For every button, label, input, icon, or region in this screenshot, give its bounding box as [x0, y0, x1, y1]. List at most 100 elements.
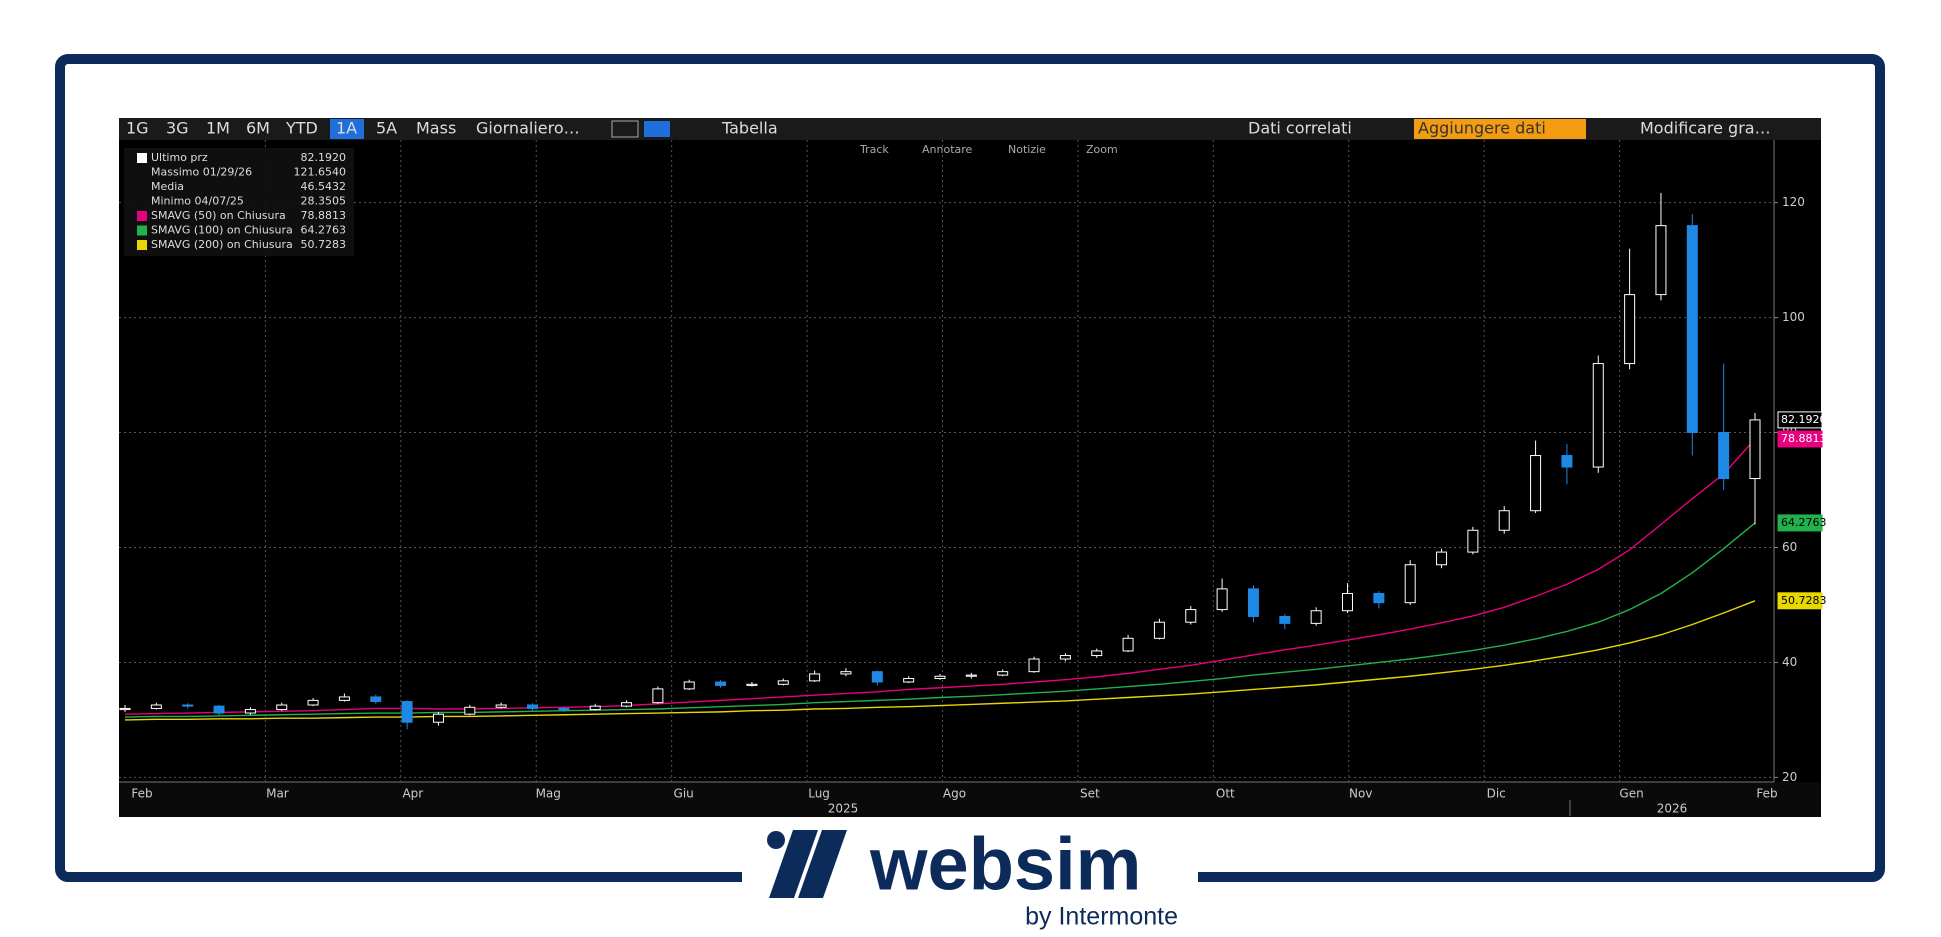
toolbar-button[interactable]: 3G [166, 119, 189, 138]
candle-body [1624, 294, 1636, 365]
legend-swatch [137, 153, 147, 163]
x-tick-label: Giu [674, 787, 694, 801]
year-label: 2026 [1657, 802, 1688, 816]
candle-body [1686, 225, 1698, 434]
toolbar-button[interactable]: Modificare gra… [1640, 119, 1771, 138]
legend-value: 78.8813 [301, 209, 347, 222]
toolbar-button[interactable]: Aggiungere dati [1418, 119, 1546, 138]
y-tick-label: 100 [1782, 310, 1805, 324]
candle-body [1342, 592, 1353, 612]
legend-bg [124, 148, 354, 256]
price-badge-label: 50.7283 [1781, 594, 1827, 607]
legend-value: 50.7283 [301, 238, 347, 251]
legend-label: SMAVG (100) on Chiusura [151, 224, 293, 237]
price-badge [1777, 411, 1823, 429]
toolbar-button[interactable]: 1A [336, 119, 357, 138]
x-tick-label: Gen [1619, 787, 1643, 801]
x-tick-label: Ago [943, 787, 966, 801]
candle-body [307, 699, 319, 706]
legend-swatch [137, 240, 147, 250]
logo-brand: websim [869, 823, 1141, 906]
candle-body [1530, 455, 1542, 512]
logo-stroke [769, 830, 818, 898]
candle-body [244, 709, 256, 714]
tool-button[interactable]: Track [859, 143, 889, 156]
candle-body [370, 696, 382, 703]
candle-body [715, 681, 727, 686]
candle-body [997, 671, 1009, 676]
chart-type-icon-active[interactable] [644, 121, 670, 137]
y-tick-label: 40 [1782, 655, 1797, 669]
candle-body [401, 701, 413, 723]
candle-body [1498, 510, 1510, 531]
tool-button[interactable]: Annotare [922, 143, 973, 156]
legend-label: Minimo 04/07/25 [151, 195, 244, 208]
candle-body [934, 675, 946, 680]
candle-body [777, 680, 789, 685]
candle-body [621, 702, 633, 707]
candle-body [1436, 551, 1448, 566]
legend-value: 46.5432 [301, 180, 347, 193]
candle-body [1247, 588, 1259, 617]
candle-body [652, 688, 664, 704]
tool-button[interactable]: Notizie [1008, 143, 1046, 156]
legend-value: 121.6540 [294, 166, 347, 179]
legend-label: SMAVG (200) on Chiusura [151, 238, 293, 251]
legend-label: Massimo 01/29/26 [151, 166, 252, 179]
legend-swatch [137, 211, 147, 221]
toolbar-button[interactable]: 5A [376, 119, 397, 138]
legend-value: 64.2763 [301, 224, 347, 237]
candle-body [1592, 363, 1604, 468]
candle-body [119, 707, 131, 711]
legend-label: Ultimo prz [151, 151, 208, 164]
y-tick-label: 20 [1782, 770, 1797, 784]
tool-button[interactable]: Zoom [1086, 143, 1118, 156]
candle-body [276, 704, 288, 711]
toolbar-button[interactable]: Giornaliero… [476, 119, 580, 138]
price-badge [1777, 592, 1823, 610]
sma-line [124, 438, 1756, 715]
candle-body [903, 678, 915, 683]
candle-body [495, 704, 507, 708]
price-badge-label: 64.2763 [1781, 516, 1827, 529]
candle-body [1122, 637, 1134, 652]
candle-body [746, 683, 758, 686]
toolbar-button[interactable]: YTD [285, 119, 318, 138]
candle-body [1059, 655, 1071, 660]
candle-body [965, 674, 977, 677]
candle-body [1091, 650, 1103, 657]
toolbar-button[interactable]: Mass [416, 119, 456, 138]
candle-body [683, 681, 695, 690]
sma-line [124, 522, 1756, 718]
legend-value: 28.3505 [301, 195, 347, 208]
candle-body [1028, 658, 1040, 673]
x-tick-label: Feb [131, 787, 152, 801]
toolbar-button[interactable]: 6M [246, 119, 270, 138]
year-label: 2025 [828, 802, 859, 816]
price-badge [1777, 430, 1823, 448]
x-tick-label: Set [1080, 787, 1100, 801]
sma-line [124, 600, 1756, 721]
toolbar-button[interactable]: Tabella [721, 119, 778, 138]
x-tick-label: Apr [402, 787, 423, 801]
candle-body [589, 705, 601, 711]
x-tick-label: Ott [1216, 787, 1235, 801]
toolbar-button[interactable]: Dati correlati [1248, 119, 1352, 138]
candle-body [1561, 455, 1573, 468]
toolbar-button[interactable]: 1G [126, 119, 149, 138]
add-data-field [1414, 119, 1586, 139]
logo-tagline: by Intermonte [1025, 903, 1178, 931]
candle-body [432, 713, 444, 723]
logo-stroke [798, 830, 847, 898]
toolbar-button[interactable]: 1M [206, 119, 230, 138]
candle-body [1404, 564, 1416, 604]
candle-body [1153, 621, 1165, 639]
legend-label: SMAVG (50) on Chiusura [151, 209, 286, 222]
candle-body [558, 707, 570, 711]
chart-type-icon[interactable] [611, 120, 639, 138]
x-tick-label: Mag [536, 787, 561, 801]
legend-swatch [137, 225, 147, 236]
candle-body [809, 673, 821, 682]
candle-body [1185, 609, 1197, 623]
